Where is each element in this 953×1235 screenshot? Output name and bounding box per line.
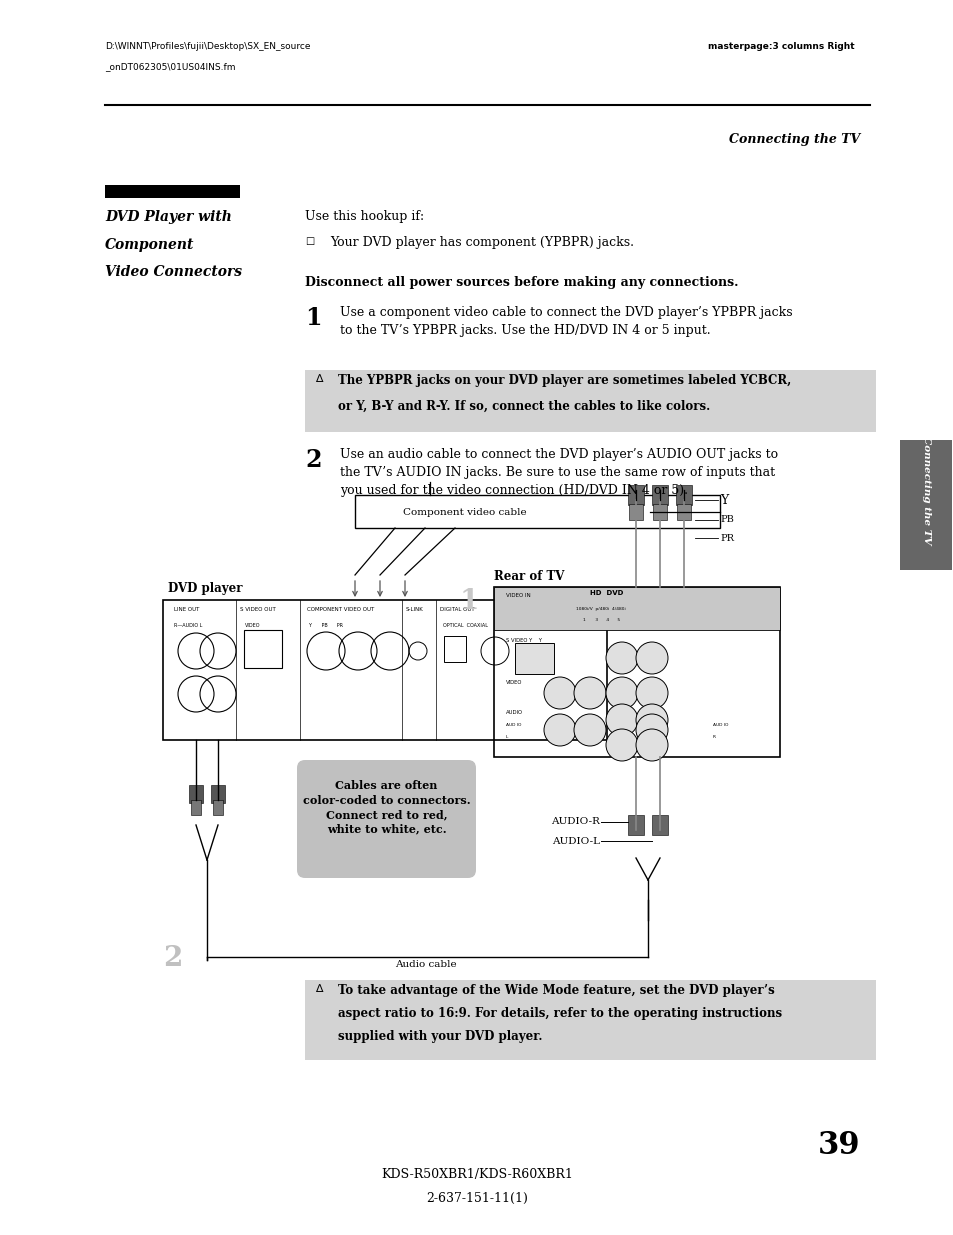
Text: DIGITAL OUT: DIGITAL OUT <box>439 606 475 613</box>
Text: AUD IO: AUD IO <box>712 722 727 727</box>
Circle shape <box>605 704 638 736</box>
Text: _onDT062305\01US04INS.fm: _onDT062305\01US04INS.fm <box>105 62 235 70</box>
Text: Use an audio cable to connect the DVD player’s AUDIO OUT jacks to
the TV’s AUDIO: Use an audio cable to connect the DVD pl… <box>339 448 778 496</box>
Bar <box>494 587 780 757</box>
Text: □: □ <box>305 236 314 246</box>
Text: Disconnect all power sources before making any connections.: Disconnect all power sources before maki… <box>305 275 738 289</box>
Text: To take advantage of the Wide Mode feature, set the DVD player’s: To take advantage of the Wide Mode featu… <box>337 984 774 997</box>
Text: VIDEO: VIDEO <box>245 622 260 629</box>
Text: The YPBPR jacks on your DVD player are sometimes labeled YCBCR,: The YPBPR jacks on your DVD player are s… <box>337 374 790 387</box>
Text: Connecting the TV: Connecting the TV <box>728 133 859 146</box>
Text: Y: Y <box>720 494 727 506</box>
Circle shape <box>543 714 576 746</box>
Bar <box>627 815 643 835</box>
Text: S-LINK: S-LINK <box>406 606 423 613</box>
Text: AUDIO-R: AUDIO-R <box>551 818 599 826</box>
Bar <box>676 485 691 505</box>
Text: Y       PB      PR: Y PB PR <box>308 622 343 629</box>
Circle shape <box>605 642 638 674</box>
Text: D:\WINNT\Profiles\fujii\Desktop\SX_EN_source: D:\WINNT\Profiles\fujii\Desktop\SX_EN_so… <box>105 42 310 51</box>
Bar <box>355 495 720 529</box>
Text: COMPONENT VIDEO OUT: COMPONENT VIDEO OUT <box>307 606 374 613</box>
Text: Component: Component <box>105 238 194 252</box>
Text: PR: PR <box>720 534 733 542</box>
Circle shape <box>636 642 667 674</box>
Text: aspect ratio to 16:9. For details, refer to the operating instructions: aspect ratio to 16:9. For details, refer… <box>337 1007 781 1020</box>
Text: HD  DVD: HD DVD <box>589 590 622 597</box>
Text: OPTICAL  COAXIAL: OPTICAL COAXIAL <box>442 622 488 629</box>
Text: Rear of TV: Rear of TV <box>494 571 564 583</box>
Circle shape <box>574 714 605 746</box>
Text: Use this hookup if:: Use this hookup if: <box>305 210 424 224</box>
Text: DVD Player with: DVD Player with <box>105 210 232 224</box>
Text: masterpage:3 columns Right: masterpage:3 columns Right <box>708 42 854 51</box>
Text: R: R <box>712 735 716 739</box>
Text: Your DVD player has component (YPBPR) jacks.: Your DVD player has component (YPBPR) ja… <box>330 236 634 249</box>
Text: KDS-R50XBR1/KDS-R60XBR1: KDS-R50XBR1/KDS-R60XBR1 <box>380 1168 573 1181</box>
Bar <box>305 370 875 432</box>
Bar <box>105 185 240 198</box>
Text: Component video cable: Component video cable <box>403 508 526 517</box>
Bar <box>211 785 225 803</box>
Text: S VIDEO OUT: S VIDEO OUT <box>240 606 275 613</box>
Text: Use a component video cable to connect the DVD player’s YPBPR jacks
to the TV’s : Use a component video cable to connect t… <box>339 306 792 337</box>
Circle shape <box>543 677 576 709</box>
Bar <box>443 636 465 662</box>
Bar <box>515 642 554 673</box>
Bar <box>189 785 203 803</box>
Bar <box>627 485 643 505</box>
Text: 1       3      4      5: 1 3 4 5 <box>582 618 619 622</box>
Bar <box>163 600 606 740</box>
Text: or Y, B-Y and R-Y. If so, connect the cables to like colors.: or Y, B-Y and R-Y. If so, connect the ca… <box>337 400 709 412</box>
Bar <box>652 504 666 520</box>
Text: VIDEO: VIDEO <box>505 680 522 685</box>
Text: 1: 1 <box>459 588 478 615</box>
Text: Cables are often
color-coded to connectors.
Connect red to red,
white to white, : Cables are often color-coded to connecto… <box>302 781 470 835</box>
Text: S VIDEO Y    Y: S VIDEO Y Y <box>505 638 541 643</box>
Text: 1080i/V  p/480i  4/480i: 1080i/V p/480i 4/480i <box>576 606 625 611</box>
Circle shape <box>636 714 667 746</box>
FancyBboxPatch shape <box>296 760 476 878</box>
Text: PB: PB <box>720 515 733 525</box>
Circle shape <box>605 729 638 761</box>
Text: 39: 39 <box>817 1130 859 1161</box>
Circle shape <box>636 729 667 761</box>
Text: Video Connectors: Video Connectors <box>105 266 242 279</box>
Text: ∆: ∆ <box>314 374 322 384</box>
Text: 2: 2 <box>305 448 321 472</box>
Text: supplied with your DVD player.: supplied with your DVD player. <box>337 1030 542 1044</box>
Circle shape <box>636 704 667 736</box>
Bar <box>244 630 282 668</box>
Text: Audio cable: Audio cable <box>395 960 456 969</box>
Text: R—AUDIO L: R—AUDIO L <box>173 622 202 629</box>
Bar <box>899 440 951 571</box>
Bar <box>651 485 667 505</box>
Text: 2-637-151-11(1): 2-637-151-11(1) <box>426 1192 527 1205</box>
Circle shape <box>574 677 605 709</box>
Text: ∆: ∆ <box>314 984 322 994</box>
Text: AUD IO: AUD IO <box>505 722 521 727</box>
Bar <box>305 981 875 1060</box>
Text: 2: 2 <box>163 945 182 972</box>
Text: Connecting the TV: Connecting the TV <box>921 436 929 545</box>
Bar <box>677 504 690 520</box>
Text: AUDIO-L: AUDIO-L <box>552 836 599 846</box>
Bar <box>213 800 223 815</box>
Text: VIDEO IN: VIDEO IN <box>505 593 530 598</box>
Text: AUDIO: AUDIO <box>505 710 522 715</box>
Bar <box>191 800 201 815</box>
Bar <box>628 504 642 520</box>
Circle shape <box>605 677 638 709</box>
Circle shape <box>636 677 667 709</box>
Text: L: L <box>505 735 508 739</box>
Bar <box>651 815 667 835</box>
Text: 1: 1 <box>305 306 321 330</box>
Text: DVD player: DVD player <box>168 582 242 595</box>
Text: LINE OUT: LINE OUT <box>173 606 199 613</box>
Bar <box>494 587 780 630</box>
